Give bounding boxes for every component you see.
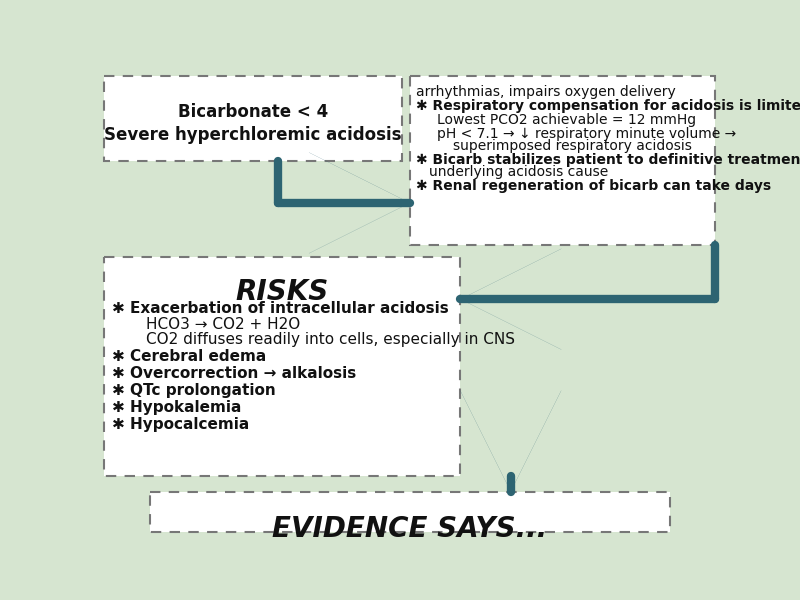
FancyBboxPatch shape: [410, 76, 714, 245]
Text: Lowest PCO2 achievable = 12 mmHg: Lowest PCO2 achievable = 12 mmHg: [437, 113, 696, 127]
Text: ✱ Respiratory compensation for acidosis is limited: ✱ Respiratory compensation for acidosis …: [416, 99, 800, 113]
FancyBboxPatch shape: [104, 257, 460, 476]
Text: ✱ Hypokalemia: ✱ Hypokalemia: [112, 400, 241, 415]
Text: Bicarbonate < 4: Bicarbonate < 4: [178, 103, 328, 121]
Text: EVIDENCE SAYS...: EVIDENCE SAYS...: [273, 515, 547, 543]
Text: ✱ Renal regeneration of bicarb can take days: ✱ Renal regeneration of bicarb can take …: [416, 179, 771, 193]
Text: arrhythmias, impairs oxygen delivery: arrhythmias, impairs oxygen delivery: [416, 85, 676, 99]
Text: CO2 diffuses readily into cells, especially in CNS: CO2 diffuses readily into cells, especia…: [146, 332, 515, 347]
FancyBboxPatch shape: [104, 76, 402, 161]
Text: RISKS: RISKS: [235, 278, 329, 307]
Text: ✱ Overcorrection → alkalosis: ✱ Overcorrection → alkalosis: [112, 366, 356, 381]
Text: ✱ Cerebral edema: ✱ Cerebral edema: [112, 349, 266, 364]
Text: ✱ QTc prolongation: ✱ QTc prolongation: [112, 383, 275, 398]
FancyBboxPatch shape: [150, 491, 670, 532]
Text: pH < 7.1 → ↓ respiratory minute volume →: pH < 7.1 → ↓ respiratory minute volume →: [437, 127, 736, 140]
Text: underlying acidosis cause: underlying acidosis cause: [430, 165, 609, 179]
Text: Severe hyperchloremic acidosis: Severe hyperchloremic acidosis: [104, 126, 402, 144]
Text: HCO3 → CO2 + H2O: HCO3 → CO2 + H2O: [146, 317, 301, 332]
Text: ✱ Exacerbation of intracellular acidosis: ✱ Exacerbation of intracellular acidosis: [112, 301, 448, 316]
Text: ✱ Bicarb stabilizes patient to definitive treatment of: ✱ Bicarb stabilizes patient to definitiv…: [416, 153, 800, 167]
Text: ✱ Hypocalcemia: ✱ Hypocalcemia: [112, 417, 249, 432]
Text: superimposed respiratory acidosis: superimposed respiratory acidosis: [453, 139, 691, 153]
